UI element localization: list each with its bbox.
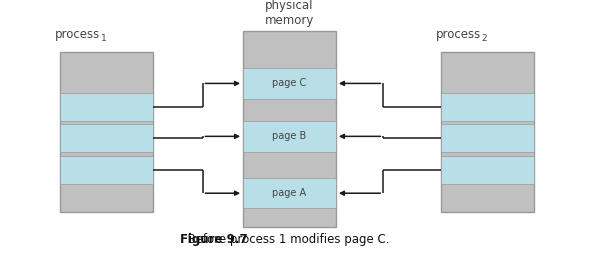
Bar [60, 124, 153, 152]
Bar [243, 68, 336, 99]
Bar [441, 93, 534, 121]
Bar [243, 178, 336, 208]
Bar [243, 31, 336, 227]
Bar [441, 124, 534, 152]
Bar [60, 93, 153, 121]
Bar [441, 52, 534, 212]
Text: process: process [55, 28, 100, 41]
Bar [60, 156, 153, 184]
Text: process: process [436, 28, 482, 41]
Bar [441, 156, 534, 184]
Text: page B: page B [272, 131, 307, 141]
Text: page A: page A [272, 188, 307, 198]
Text: physical: physical [265, 0, 314, 12]
Text: Figure 9.7: Figure 9.7 [180, 233, 248, 246]
Text: Before process 1 modifies page C.: Before process 1 modifies page C. [180, 233, 389, 246]
Text: page C: page C [272, 78, 307, 88]
Bar [243, 121, 336, 151]
Text: 1: 1 [100, 34, 106, 43]
Text: 2: 2 [482, 34, 487, 43]
Text: memory: memory [265, 14, 314, 27]
Bar [60, 52, 153, 212]
